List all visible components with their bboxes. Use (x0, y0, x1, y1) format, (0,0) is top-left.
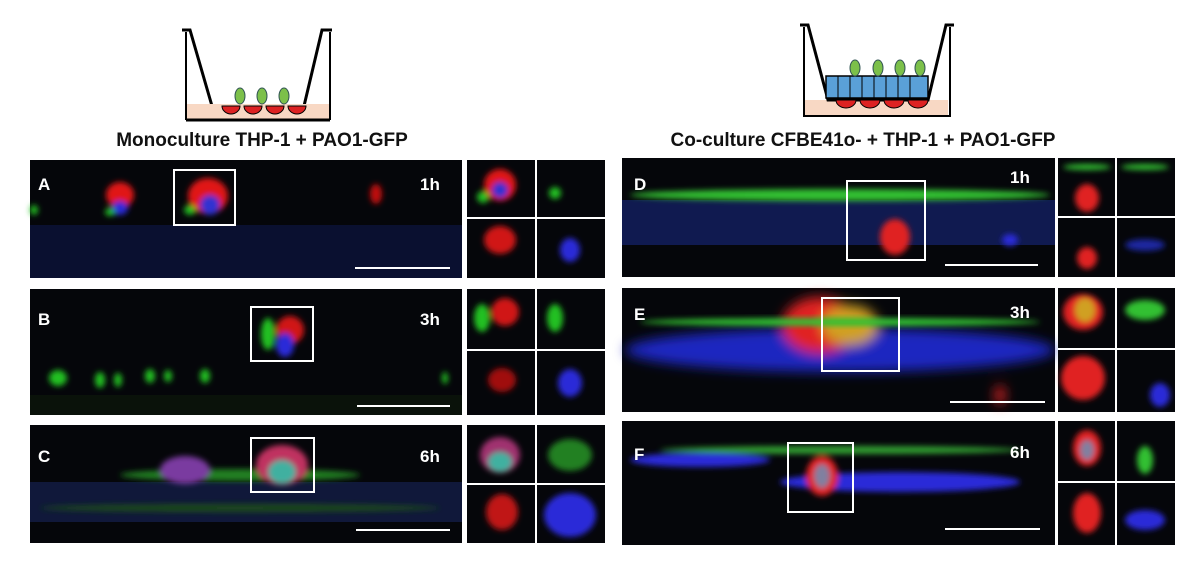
panel-letter: A (38, 175, 50, 194)
time-label: 3h (420, 310, 440, 329)
time-label: 6h (420, 447, 440, 466)
figure-title: Monoculture THP-1 + PAO1-GFP (116, 130, 408, 151)
micrograph (30, 160, 462, 278)
time-label: 3h (1010, 303, 1030, 322)
micrograph (30, 289, 462, 415)
well-diagram (800, 23, 954, 117)
micrograph (622, 421, 1055, 545)
micrograph (622, 288, 1055, 412)
time-label: 6h (1010, 443, 1030, 462)
micrograph (622, 158, 1055, 277)
well-diagram (182, 28, 332, 122)
panel-letter: B (38, 310, 50, 329)
panel-letter: C (38, 447, 50, 466)
panel-letter: F (634, 445, 644, 464)
time-label: 1h (420, 175, 440, 194)
inset-grid (467, 158, 1175, 545)
figure-title: Co-culture CFBE41o- + THP-1 + PAO1-GFP (671, 130, 1056, 151)
time-label: 1h (1010, 168, 1030, 187)
panel-letter: E (634, 305, 645, 324)
panel-letter: D (634, 175, 646, 194)
micrograph (30, 425, 462, 543)
